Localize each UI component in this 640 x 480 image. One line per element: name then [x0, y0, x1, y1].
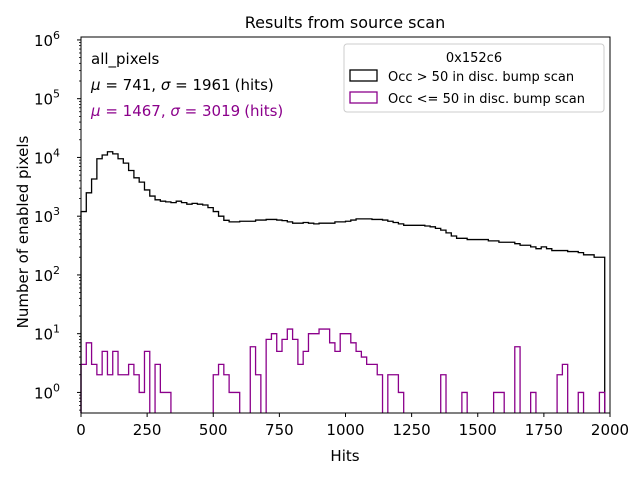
annotation-mu-value-purple: 1467: [123, 102, 161, 120]
series-occ-le50-step: [80, 328, 606, 413]
annotation-sigma-symbol-purple: σ: [170, 102, 180, 120]
legend-frame: [343, 43, 605, 113]
annotation-sigma-eq-black: =: [170, 76, 192, 94]
stats-annotations: all_pixels μ = 741, σ = 1961 (hits) μ = 1…: [90, 50, 283, 120]
x-tick-label: 0: [76, 421, 86, 439]
y-tick-label: 101: [34, 323, 60, 344]
annotation-mu-value-black: 741: [123, 76, 152, 94]
y-tick-label: 105: [34, 88, 60, 109]
x-tick-label: 250: [133, 421, 162, 439]
legend-label-purple: Occ <= 50 in disc. bump scan: [388, 92, 585, 107]
annotation-unit-black: (hits): [235, 76, 274, 94]
y-axis-title: Number of enabled pixels: [14, 135, 32, 328]
annotation-sigma-value-black: 1961: [192, 76, 230, 94]
annotation-stats-purple: μ = 1467, σ = 3019 (hits): [90, 102, 283, 120]
annotation-stats-black: μ = 741, σ = 1961 (hits): [90, 76, 274, 94]
annotation-sep-black: ,: [151, 76, 161, 94]
y-tick-label: 102: [34, 264, 60, 285]
x-axis-title: Hits: [330, 447, 359, 465]
series-occ-gt50-step: [80, 151, 606, 413]
x-tick-label: 1250: [393, 421, 431, 439]
x-tick-label: 1000: [326, 421, 364, 439]
annotation-sigma-eq-purple: =: [180, 102, 202, 120]
annotation-group-label: all_pixels: [91, 50, 160, 69]
annotation-mu-symbol-purple: μ: [90, 102, 101, 120]
annotation-sigma-symbol-black: σ: [161, 76, 171, 94]
x-tick-label: 500: [199, 421, 228, 439]
annotation-mu-eq-black: =: [101, 76, 123, 94]
annotation-sigma-value-purple: 3019: [202, 102, 240, 120]
y-tick-label: 104: [34, 146, 60, 167]
x-tick-label: 1750: [525, 421, 563, 439]
annotation-unit-purple: (hits): [244, 102, 283, 120]
annotation-mu-symbol-black: μ: [90, 76, 101, 94]
x-tick-label: 2000: [591, 421, 629, 439]
legend-swatch-purple: [349, 91, 378, 104]
x-tick-label: 750: [265, 421, 294, 439]
annotation-sep-purple: ,: [161, 102, 171, 120]
chart-title: Results from source scan: [245, 13, 445, 32]
legend-swatch-black: [349, 69, 378, 82]
y-tick-label: 103: [34, 205, 60, 226]
y-tick-label: 100: [34, 381, 60, 402]
legend: 0x152c6 Occ > 50 in disc. bump scan Occ …: [343, 43, 605, 113]
x-tick-label: 1500: [459, 421, 497, 439]
y-tick-label: 106: [34, 29, 60, 50]
legend-title: 0x152c6: [446, 51, 502, 66]
plot-area: 0 250 500 750 1000 1250 1500 1750 2000 100 101 102 1…: [34, 29, 629, 439]
legend-label-black: Occ > 50 in disc. bump scan: [388, 70, 574, 85]
annotation-mu-eq-purple: =: [101, 102, 123, 120]
